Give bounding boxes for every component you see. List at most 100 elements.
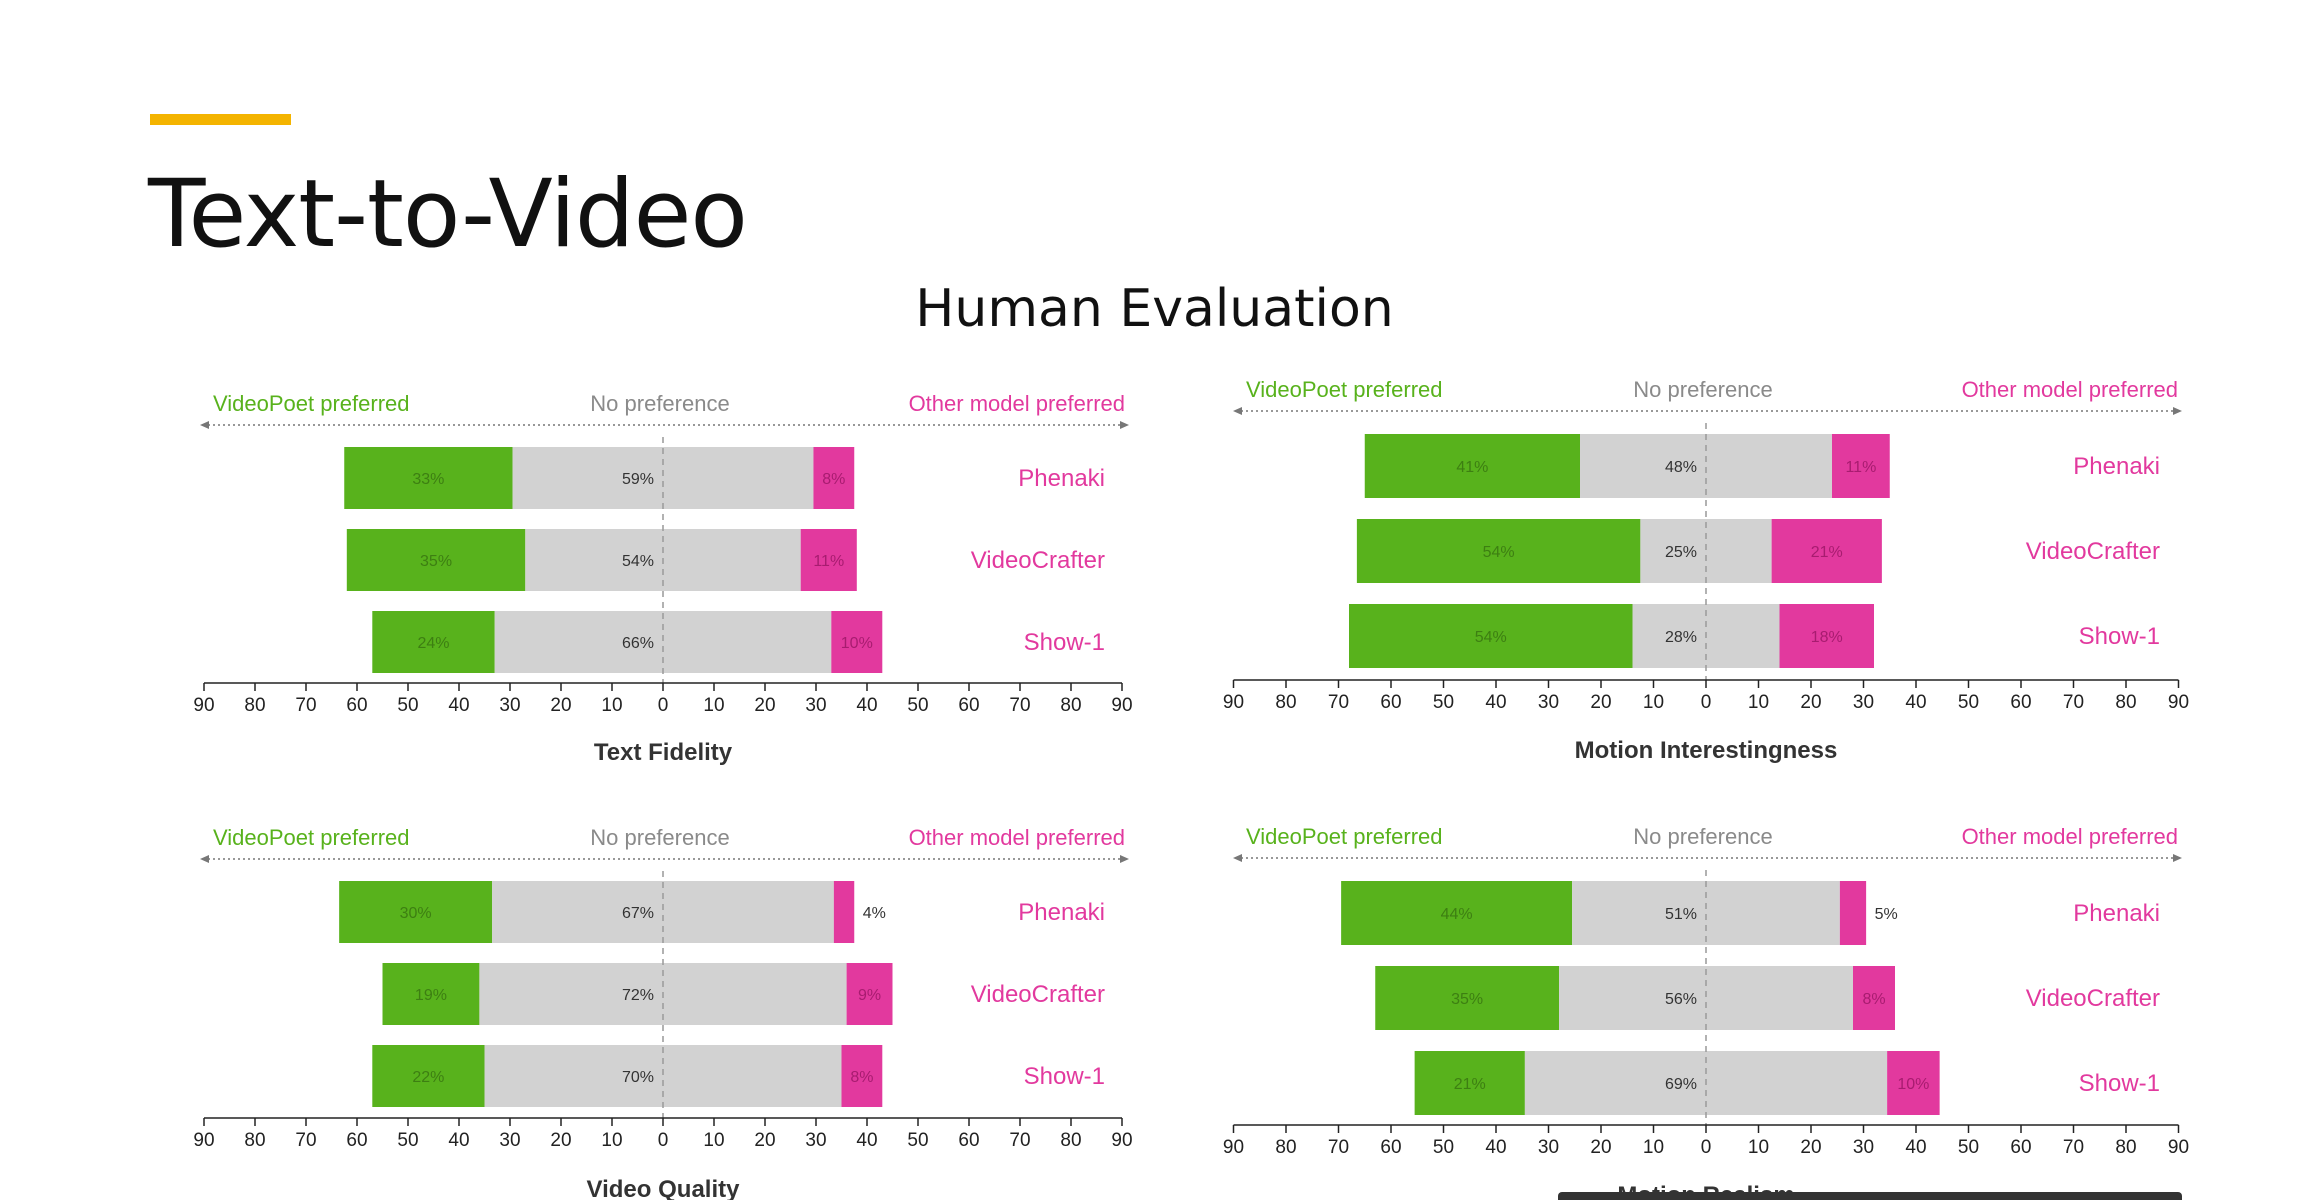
x-tick-label: 50 bbox=[907, 695, 928, 716]
data-label-other: 11% bbox=[813, 553, 844, 570]
x-tick-label: 30 bbox=[805, 695, 826, 716]
video-control-strip[interactable] bbox=[1558, 1192, 2182, 1200]
x-tick-label: 50 bbox=[397, 1130, 418, 1151]
data-label-videopoet: 35% bbox=[1451, 991, 1483, 1008]
data-label-other: 4% bbox=[863, 905, 886, 922]
arrow-left-head bbox=[1233, 854, 1242, 862]
category-label: VideoCrafter bbox=[2026, 985, 2160, 1012]
data-label-no-preference: 25% bbox=[1665, 544, 1697, 561]
x-tick-label: 30 bbox=[805, 1130, 826, 1151]
bar-videopoet-preferred bbox=[1349, 604, 1633, 668]
x-tick-label: 80 bbox=[244, 1130, 265, 1151]
category-label: Phenaki bbox=[1018, 899, 1105, 926]
x-tick-label: 10 bbox=[703, 1130, 724, 1151]
bar-videopoet-preferred bbox=[1356, 519, 1641, 583]
header-no-preference: No preference bbox=[590, 391, 729, 416]
x-tick-label: 70 bbox=[1328, 1137, 1349, 1158]
x-tick-label: 50 bbox=[907, 1130, 928, 1151]
arrow-left-head bbox=[200, 421, 209, 429]
x-tick-label: 50 bbox=[1958, 692, 1979, 713]
x-tick-label: 30 bbox=[1853, 692, 1874, 713]
header-other-preferred: Other model preferred bbox=[1962, 377, 2178, 402]
header-no-preference: No preference bbox=[590, 825, 729, 850]
x-tick-label: 40 bbox=[1905, 1137, 1926, 1158]
data-label-other: 8% bbox=[1862, 991, 1885, 1008]
bar-videopoet-preferred bbox=[372, 1045, 485, 1107]
category-label: Show-1 bbox=[2079, 623, 2160, 650]
bar-other-preferred bbox=[800, 529, 857, 591]
x-tick-label: 90 bbox=[1111, 695, 1132, 716]
x-tick-label: 10 bbox=[1643, 1137, 1664, 1158]
data-label-no-preference: 72% bbox=[622, 987, 654, 1004]
bar-other-preferred bbox=[1832, 434, 1890, 498]
bar-other-preferred bbox=[846, 963, 893, 1025]
data-label-no-preference: 69% bbox=[1665, 1076, 1697, 1093]
x-tick-label: 20 bbox=[1590, 1137, 1611, 1158]
data-label-videopoet: 41% bbox=[1456, 459, 1488, 476]
title-accent-bar bbox=[150, 114, 291, 125]
data-label-videopoet: 19% bbox=[415, 987, 447, 1004]
header-no-preference: No preference bbox=[1633, 377, 1772, 402]
arrow-left-head bbox=[200, 855, 209, 863]
arrow-right-head bbox=[2173, 407, 2182, 415]
x-tick-label: 80 bbox=[1060, 1130, 1081, 1151]
arrow-right-head bbox=[1120, 421, 1129, 429]
x-tick-label: 20 bbox=[754, 1130, 775, 1151]
data-label-no-preference: 67% bbox=[622, 905, 654, 922]
x-tick-label: 80 bbox=[2115, 692, 2136, 713]
x-tick-label: 10 bbox=[703, 695, 724, 716]
category-label: Phenaki bbox=[1018, 465, 1105, 492]
x-tick-label: 50 bbox=[1433, 692, 1454, 713]
arrow-left-head bbox=[1233, 407, 1242, 415]
data-label-videopoet: 30% bbox=[400, 905, 432, 922]
x-tick-label: 40 bbox=[448, 1130, 469, 1151]
x-tick-label: 80 bbox=[1060, 695, 1081, 716]
x-tick-label: 70 bbox=[2063, 1137, 2084, 1158]
chart-panel: VideoPoet preferred No preference Other mo… bbox=[1223, 824, 2189, 1200]
x-tick-label: 30 bbox=[1538, 692, 1559, 713]
header-other-preferred: Other model preferred bbox=[1962, 824, 2178, 849]
x-tick-label: 60 bbox=[2010, 1137, 2031, 1158]
category-label: Phenaki bbox=[2073, 900, 2160, 927]
page-subtitle: Human Evaluation bbox=[915, 279, 1394, 339]
bar-other-preferred bbox=[1887, 1051, 1940, 1115]
category-label: Show-1 bbox=[1024, 1063, 1105, 1090]
x-tick-label: 20 bbox=[754, 695, 775, 716]
data-label-videopoet: 44% bbox=[1441, 906, 1473, 923]
x-tick-label: 0 bbox=[658, 695, 669, 716]
data-label-videopoet: 21% bbox=[1454, 1076, 1486, 1093]
data-label-no-preference: 48% bbox=[1665, 459, 1697, 476]
data-label-other: 10% bbox=[1897, 1076, 1929, 1093]
x-tick-label: 10 bbox=[601, 695, 622, 716]
x-tick-label: 70 bbox=[295, 1130, 316, 1151]
x-tick-label: 60 bbox=[346, 695, 367, 716]
data-label-no-preference: 66% bbox=[622, 635, 654, 652]
header-no-preference: No preference bbox=[1633, 824, 1772, 849]
x-tick-label: 70 bbox=[1009, 695, 1030, 716]
x-tick-label: 30 bbox=[1853, 1137, 1874, 1158]
x-tick-label: 60 bbox=[958, 695, 979, 716]
x-tick-label: 0 bbox=[1701, 692, 1712, 713]
bar-other-preferred bbox=[1771, 519, 1882, 583]
header-videopoet-preferred: VideoPoet preferred bbox=[1246, 377, 1443, 402]
x-tick-label: 20 bbox=[1800, 1137, 1821, 1158]
data-label-other: 18% bbox=[1811, 629, 1843, 646]
data-label-no-preference: 56% bbox=[1665, 991, 1697, 1008]
x-tick-label: 0 bbox=[658, 1130, 669, 1151]
x-tick-label: 20 bbox=[1800, 692, 1821, 713]
data-label-other: 21% bbox=[1811, 544, 1843, 561]
x-tick-label: 70 bbox=[1328, 692, 1349, 713]
arrow-right-head bbox=[1120, 855, 1129, 863]
x-tick-label: 60 bbox=[346, 1130, 367, 1151]
x-tick-label: 70 bbox=[2063, 692, 2084, 713]
x-tick-label: 40 bbox=[856, 695, 877, 716]
category-label: Show-1 bbox=[1024, 629, 1105, 656]
bar-videopoet-preferred bbox=[1364, 434, 1580, 498]
x-tick-label: 60 bbox=[2010, 692, 2031, 713]
x-tick-label: 60 bbox=[1380, 1137, 1401, 1158]
bar-no-preference bbox=[494, 611, 832, 673]
x-tick-label: 30 bbox=[499, 695, 520, 716]
x-tick-label: 90 bbox=[193, 1130, 214, 1151]
category-label: VideoCrafter bbox=[971, 981, 1105, 1008]
x-tick-label: 40 bbox=[448, 695, 469, 716]
